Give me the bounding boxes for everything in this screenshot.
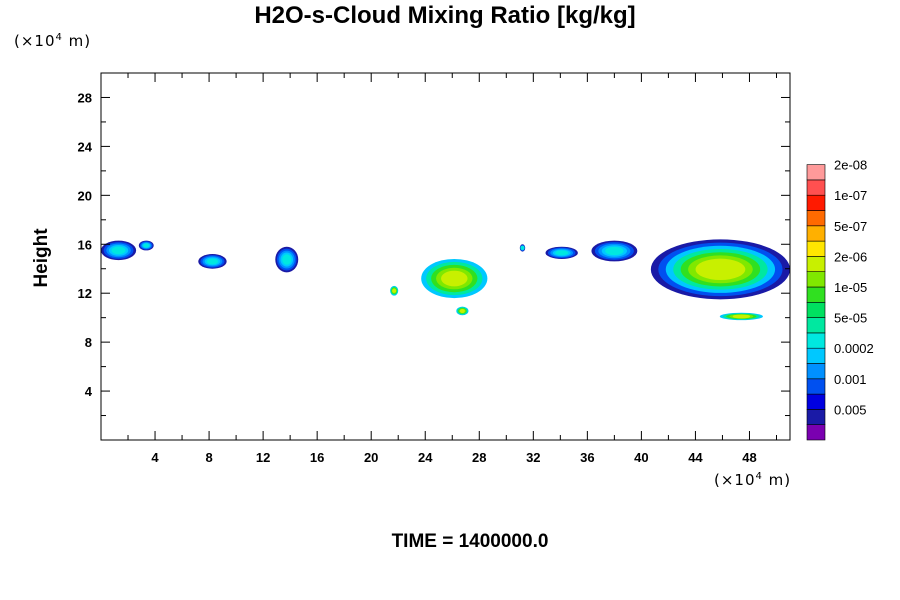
colorbar-swatch (806, 409, 826, 425)
cloud-feature-7-layer-4 (520, 245, 525, 250)
colorbar-swatch (806, 317, 826, 334)
cloud-feature-6-layer-4 (459, 308, 465, 313)
colorbar-swatch (806, 210, 826, 227)
x-tick-label: 40 (634, 450, 648, 465)
x-tick-label: 28 (472, 450, 486, 465)
x-tick-label: 36 (580, 450, 594, 465)
y-unit-exponent: 4 (55, 32, 63, 43)
colorbar-label: 1e-07 (834, 188, 867, 203)
cloud-feature-9-layer-4 (605, 246, 624, 256)
cloud-feature-1-layer-4 (143, 243, 150, 248)
y-tick-label: 4 (85, 384, 93, 399)
cloud-feature-4-layer-4 (392, 288, 397, 293)
colorbar-swatch (806, 225, 826, 242)
y-unit-base: (×10 (14, 32, 56, 50)
x-unit-base: (×10 (714, 471, 756, 489)
y-tick-label: 16 (78, 237, 92, 252)
cloud-feature-2-layer-4 (206, 258, 219, 265)
x-axis-unit: (×104 m) (714, 471, 791, 489)
x-tick-label: 44 (688, 450, 703, 465)
x-tick-label: 8 (205, 450, 212, 465)
y-axis-unit: (×104 m) (14, 32, 91, 50)
colorbar-label: 0.001 (834, 372, 867, 387)
x-tick-label: 4 (151, 450, 159, 465)
colorbar-swatch (806, 271, 826, 288)
y-tick-label: 8 (85, 335, 92, 350)
colorbar-swatch (806, 393, 826, 410)
y-unit-tail: m) (62, 32, 92, 50)
colorbar-swatch (806, 363, 826, 380)
x-tick-label: 32 (526, 450, 540, 465)
chart-title: H2O-s-Cloud Mixing Ratio [kg/kg] (254, 2, 636, 29)
colorbar-swatch (806, 179, 826, 196)
x-unit-tail: m) (762, 471, 792, 489)
colorbar-label: 2e-06 (834, 249, 867, 264)
x-tick-label: 16 (310, 450, 324, 465)
cloud-feature-5-layer-4 (441, 270, 468, 287)
colorbar-label: 1e-05 (834, 280, 867, 295)
colorbar-label: 0.0002 (834, 341, 874, 356)
y-tick-label: 24 (78, 139, 93, 154)
y-tick-label: 12 (78, 286, 92, 301)
time-label: TIME = 1400000.0 (391, 531, 549, 552)
plot-frame (100, 72, 791, 441)
y-tick-label: 20 (78, 188, 92, 203)
colorbar-label: 2e-08 (834, 158, 867, 173)
x-tick-label: 48 (742, 450, 756, 465)
x-tick-label: 20 (364, 450, 378, 465)
colorbar-label: 5e-07 (834, 219, 867, 234)
colorbar-label: 0.005 (834, 402, 867, 417)
colorbar-label: 5e-05 (834, 311, 867, 326)
colorbar-swatch (806, 164, 826, 181)
colorbar-swatch (806, 256, 826, 272)
colorbar-swatch (806, 347, 826, 364)
y-tick-label: 28 (78, 90, 92, 105)
colorbar-swatch (806, 332, 826, 349)
cloud-feature-8-layer-4 (555, 250, 569, 256)
cloud-feature-0-layer-4 (111, 246, 126, 255)
x-tick-label: 12 (256, 450, 270, 465)
cloud-feature-3-layer-4 (282, 254, 292, 265)
colorbar-swatch (806, 301, 826, 318)
colorbar-swatch (806, 424, 826, 441)
x-tick-label: 24 (418, 450, 433, 465)
data-layer (101, 239, 790, 321)
colorbar-swatch (806, 286, 826, 303)
colorbar-swatch (806, 378, 826, 395)
cloud-feature-10-layer-6 (695, 258, 746, 281)
colorbar-swatch (806, 240, 826, 257)
colorbar-swatch (806, 194, 826, 211)
x-unit-exponent: 4 (755, 471, 763, 482)
cloud-feature-11-layer-4 (732, 314, 751, 319)
